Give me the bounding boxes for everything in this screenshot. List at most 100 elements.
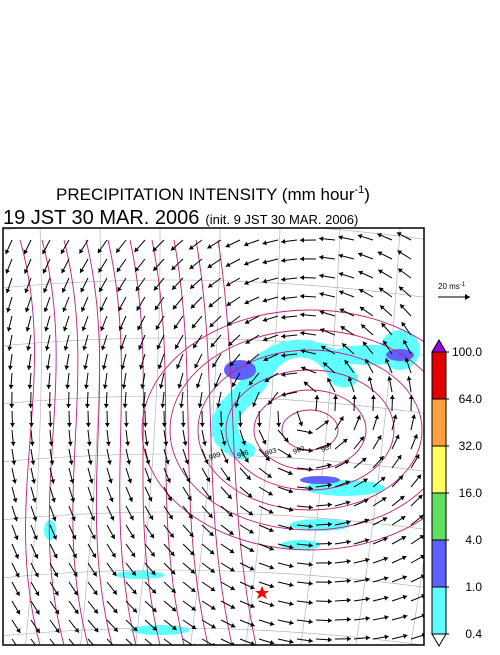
wind-arrow-head	[300, 275, 304, 280]
wind-arrow-head	[390, 395, 395, 399]
colorbar-band	[432, 399, 446, 446]
wind-arrow-head	[379, 288, 384, 292]
wind-arrow-head	[87, 442, 92, 446]
colorbar: 100.064.032.016.04.01.00.4	[432, 340, 482, 646]
wind-arrow-head	[309, 448, 313, 453]
wind-arrow-head	[122, 384, 127, 388]
wind-arrow-head	[276, 423, 281, 427]
wind-arrow-head	[49, 442, 54, 446]
wind-arrow-head	[281, 392, 285, 397]
precip-area	[224, 360, 256, 380]
wind-arrow-head	[50, 460, 55, 464]
scale-arrow-head	[465, 294, 470, 300]
wind-arrow-head	[281, 258, 285, 263]
wind-arrow-head	[309, 467, 313, 472]
colorbar-band	[432, 352, 446, 399]
wind-arrow-head	[116, 248, 120, 253]
wind-arrow-head	[281, 277, 285, 282]
wind-arrow-head	[248, 511, 253, 515]
wind-arrow-head	[7, 346, 12, 350]
wind-arrow-head	[319, 273, 323, 278]
wind-arrow-head	[309, 581, 313, 586]
wind-arrow-head	[289, 563, 293, 568]
wind-arrow-head	[238, 423, 243, 427]
wind-arrow-head	[64, 365, 69, 369]
wind-arrow-head	[126, 460, 131, 464]
wind-arrow-head	[409, 395, 414, 399]
wind-arrow-head	[114, 646, 119, 650]
wind-arrow-head	[106, 442, 111, 446]
wind-arrow-head	[107, 460, 112, 464]
wind-arrow-head	[397, 455, 401, 460]
wind-arrow-head	[257, 423, 262, 427]
wind-arrow-head	[324, 420, 329, 424]
wind-arrow-head	[309, 600, 313, 605]
wind-arrow-head	[289, 620, 293, 625]
wind-arrow-head	[12, 479, 17, 483]
colorbar-label: 0.4	[465, 627, 482, 641]
wind-arrow-head	[10, 423, 15, 427]
wind-arrow-head	[319, 292, 323, 297]
wind-arrow-head	[31, 479, 36, 483]
wind-arrow-head	[328, 580, 332, 585]
wind-arrow-head	[289, 582, 293, 587]
wind-arrow-head	[300, 238, 304, 243]
wind-arrow-head	[200, 423, 205, 427]
wind-arrow-head	[181, 423, 186, 427]
wind-arrow-head	[183, 441, 188, 445]
wind-arrow-head	[177, 384, 182, 389]
wind-arrow-head	[46, 365, 51, 369]
wind-arrow-head	[125, 442, 130, 446]
wind-arrow-head	[328, 541, 332, 546]
isobar	[108, 240, 136, 645]
wind-arrow-head	[281, 334, 285, 339]
wind-arrow-head	[29, 423, 34, 427]
wind-arrow-head	[328, 560, 332, 565]
wind-arrow-head	[281, 315, 285, 320]
wind-arrow-head	[393, 414, 398, 418]
wind-arrow-head	[403, 634, 407, 639]
wind-arrow-head	[112, 590, 116, 595]
wind-arrow-head	[347, 598, 351, 603]
wind-arrow	[145, 639, 157, 649]
wind-arrow-head	[300, 312, 304, 317]
wind-arrow-head	[267, 473, 272, 477]
wind-arrow-head	[146, 460, 151, 464]
wind-arrow-head	[13, 498, 18, 503]
wind-arrow-head	[86, 423, 91, 427]
wind-arrow-head	[32, 498, 37, 503]
wind-arrow-head	[66, 404, 71, 408]
wind-arrow-head	[365, 597, 369, 602]
grid-line	[0, 396, 430, 414]
wind-arrow-head	[371, 395, 376, 399]
precip-area	[115, 571, 165, 579]
valid-time: 19 JST 30 MAR. 2006(init. 9 JST 30 MAR. …	[3, 207, 358, 229]
wind-arrow-head	[198, 403, 203, 407]
wind-arrow-head	[84, 385, 89, 389]
init-time: (init. 9 JST 30 MAR. 2006)	[205, 212, 358, 227]
wind-arrow-head	[314, 395, 319, 399]
wind-arrow-head	[189, 245, 194, 249]
colorbar-label: 16.0	[459, 486, 483, 500]
wind-arrow-head	[289, 601, 293, 606]
wind-arrow-head	[319, 255, 323, 260]
wind-arrow-head	[8, 366, 13, 370]
wind-arrow	[164, 639, 177, 648]
colorbar-label: 1.0	[465, 580, 482, 594]
wind-arrow-head	[27, 385, 32, 389]
wind-arrow-head	[407, 376, 412, 380]
colorbar-over	[432, 340, 446, 352]
colorbar-band	[432, 540, 446, 587]
wind-arrow-head	[368, 376, 373, 380]
wind-arrow-head	[208, 283, 213, 287]
wind-arrow-head	[9, 385, 14, 389]
wind-arrow-head	[98, 248, 102, 253]
wind-arrow-head	[123, 404, 128, 408]
grid-line	[300, 228, 340, 650]
wind-arrow-head	[366, 616, 370, 621]
wind-arrow-head	[102, 365, 107, 369]
wind-arrow-head	[169, 533, 173, 538]
wind-arrow-head	[117, 267, 121, 272]
